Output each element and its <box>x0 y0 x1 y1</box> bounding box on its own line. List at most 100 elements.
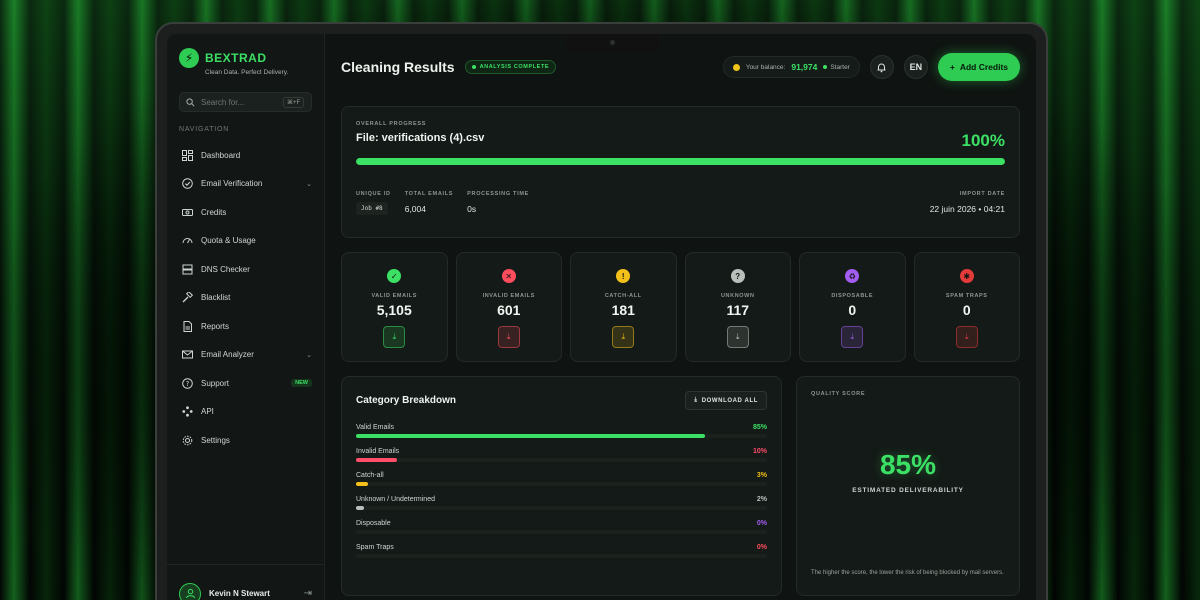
question-icon: ? <box>730 269 745 283</box>
import-date-value: 22 juin 2026 • 04:21 <box>929 204 1005 214</box>
sidebar-item-label: DNS Checker <box>201 264 250 274</box>
x-icon: ✕ <box>501 269 516 283</box>
meta-processing-time: PROCESSING TIME 0s <box>467 191 529 215</box>
breakdown-bar-fill <box>356 506 365 510</box>
plan-badge: Starter <box>823 64 850 71</box>
download-catch-all-button[interactable]: ⤓ <box>612 326 635 348</box>
bolt-logo-icon: ⚡ <box>179 48 199 68</box>
sidebar-item-reports[interactable]: Reports <box>179 312 312 341</box>
notifications-button[interactable] <box>869 55 894 79</box>
download-all-label: DOWNLOAD ALL <box>701 397 758 404</box>
stat-label: INVALID EMAILS <box>482 293 535 299</box>
meta-unique-id: UNIQUE ID Job #8 <box>356 191 391 215</box>
download-disposable-button[interactable]: ⤓ <box>841 326 864 348</box>
quality-subtitle: ESTIMATED DELIVERABILITY <box>852 487 964 494</box>
breakdown-header: Category Breakdown ⤓ DOWNLOAD ALL <box>356 391 767 410</box>
download-spam-traps-button[interactable]: ⤓ <box>955 326 978 348</box>
search-box[interactable]: ⌘+F <box>179 92 312 112</box>
sidebar-item-label: Credits <box>201 207 227 217</box>
sidebar-item-settings[interactable]: Settings <box>179 426 312 455</box>
breakdown-percent: 0% <box>756 544 767 551</box>
stat-value: 117 <box>726 302 750 318</box>
sidebar-item-support[interactable]: ? Support NEW <box>179 369 312 398</box>
stats-row: ✓ VALID EMAILS 5,105 ⤓ ✕ INVALID EMAILS … <box>341 252 1020 362</box>
unique-id-label: UNIQUE ID <box>356 191 391 197</box>
download-icon: ⤓ <box>850 332 855 341</box>
hammer-icon <box>181 292 193 304</box>
stat-card-unknown: ? UNKNOWN 117 ⤓ <box>684 252 791 362</box>
download-icon: ⤓ <box>621 332 626 341</box>
dashboard-icon <box>181 149 193 161</box>
download-icon: ⤓ <box>392 332 397 341</box>
avatar[interactable] <box>179 582 201 600</box>
add-credits-button[interactable]: + Add Credits <box>937 53 1020 81</box>
total-emails-label: TOTAL EMAILS <box>404 191 454 197</box>
download-valid-button[interactable]: ⤓ <box>383 326 406 348</box>
stat-label: DISPOSABLE <box>831 293 874 299</box>
sidebar-item-label: Email Analyzer <box>201 350 254 360</box>
sidebar-item-email-analyzer[interactable]: Email Analyzer ⌄ <box>179 341 312 370</box>
breakdown-percent: 85% <box>752 424 767 431</box>
page-title: Cleaning Results <box>341 59 455 75</box>
mail-icon <box>181 349 193 361</box>
download-icon: ⤓ <box>964 332 969 341</box>
sidebar-item-quota-usage[interactable]: Quota & Usage <box>179 227 312 256</box>
chevron-down-icon[interactable]: ⌄ <box>306 351 312 359</box>
gauge-icon <box>181 235 193 247</box>
app-screen: ⚡ BEXTRAD Clean Data. Perfect Delivery. … <box>167 34 1036 600</box>
download-unknown-button[interactable]: ⤓ <box>726 326 749 348</box>
breakdown-label: Invalid Emails <box>356 448 400 455</box>
breakdown-bar-fill <box>356 482 369 486</box>
download-invalid-button[interactable]: ⤓ <box>497 326 520 348</box>
job-id-tag: Job #8 <box>356 202 388 215</box>
plan-name: Starter <box>830 63 850 71</box>
sidebar-item-label: Dashboard <box>201 150 241 160</box>
user-name: Kevin N Stewart <box>209 589 270 598</box>
breakdown-row-unknown: Unknown / Undetermined 2% <box>356 496 767 510</box>
logout-icon[interactable]: ⇥ <box>303 588 312 599</box>
camera-icon <box>610 40 615 45</box>
breakdown-percent: 0% <box>756 520 767 527</box>
search-shortcut: ⌘+F <box>283 96 305 108</box>
main-content: Cleaning Results ANALYSIS COMPLETE Your … <box>325 34 1036 600</box>
language-button[interactable]: EN <box>903 55 928 79</box>
sidebar-item-email-verification[interactable]: Email Verification ⌄ <box>179 170 312 199</box>
meta-total-emails: TOTAL EMAILS 6,004 <box>405 191 453 215</box>
status-dot-icon <box>471 65 476 69</box>
sidebar-item-dashboard[interactable]: Dashboard <box>179 141 312 170</box>
sidebar-item-dns-checker[interactable]: DNS Checker <box>179 255 312 284</box>
sidebar-item-label: Blacklist <box>201 293 231 303</box>
warning-icon: ! <box>616 269 631 283</box>
status-text: ANALYSIS COMPLETE <box>479 64 550 70</box>
gear-icon <box>181 434 193 446</box>
quality-label: QUALITY SCORE <box>811 391 866 397</box>
sidebar-item-label: Settings <box>201 435 230 445</box>
sidebar-item-blacklist[interactable]: Blacklist <box>179 284 312 313</box>
user-profile[interactable]: Kevin N Stewart ⇥ <box>167 564 324 600</box>
job-meta: UNIQUE ID Job #8 TOTAL EMAILS 6,004 PROC… <box>356 191 1005 215</box>
breakdown-bar <box>356 506 767 510</box>
stat-card-disposable: ♻ DISPOSABLE 0 ⤓ <box>799 252 906 362</box>
sidebar-item-credits[interactable]: Credits <box>179 198 312 227</box>
breakdown-row-spam-traps: Spam Traps 0% <box>356 544 767 558</box>
breakdown-percent: 10% <box>752 448 767 455</box>
stat-label: VALID EMAILS <box>371 293 418 299</box>
report-icon <box>181 320 193 332</box>
stat-value: 5,105 <box>376 302 412 318</box>
stat-card-valid: ✓ VALID EMAILS 5,105 ⤓ <box>341 252 448 362</box>
stat-label: UNKNOWN <box>720 293 755 299</box>
sidebar-item-api[interactable]: API <box>179 398 312 427</box>
progress-label: OVERALL PROGRESS <box>356 121 427 127</box>
credits-icon <box>181 206 193 218</box>
balance-pill[interactable]: Your balance: 91,974 Starter <box>722 56 860 78</box>
brand-name: BEXTRAD <box>205 51 267 65</box>
search-input[interactable] <box>201 97 277 107</box>
brand[interactable]: ⚡ BEXTRAD <box>179 48 312 68</box>
breakdown-label: Spam Traps <box>356 544 394 551</box>
sidebar-item-label: API <box>201 407 214 417</box>
chevron-down-icon[interactable]: ⌄ <box>306 180 312 188</box>
processing-time-label: PROCESSING TIME <box>467 191 529 197</box>
download-all-button[interactable]: ⤓ DOWNLOAD ALL <box>685 391 767 410</box>
header-actions: Your balance: 91,974 Starter EN + Add Cr… <box>722 53 1020 81</box>
stat-value: 0 <box>848 302 857 318</box>
